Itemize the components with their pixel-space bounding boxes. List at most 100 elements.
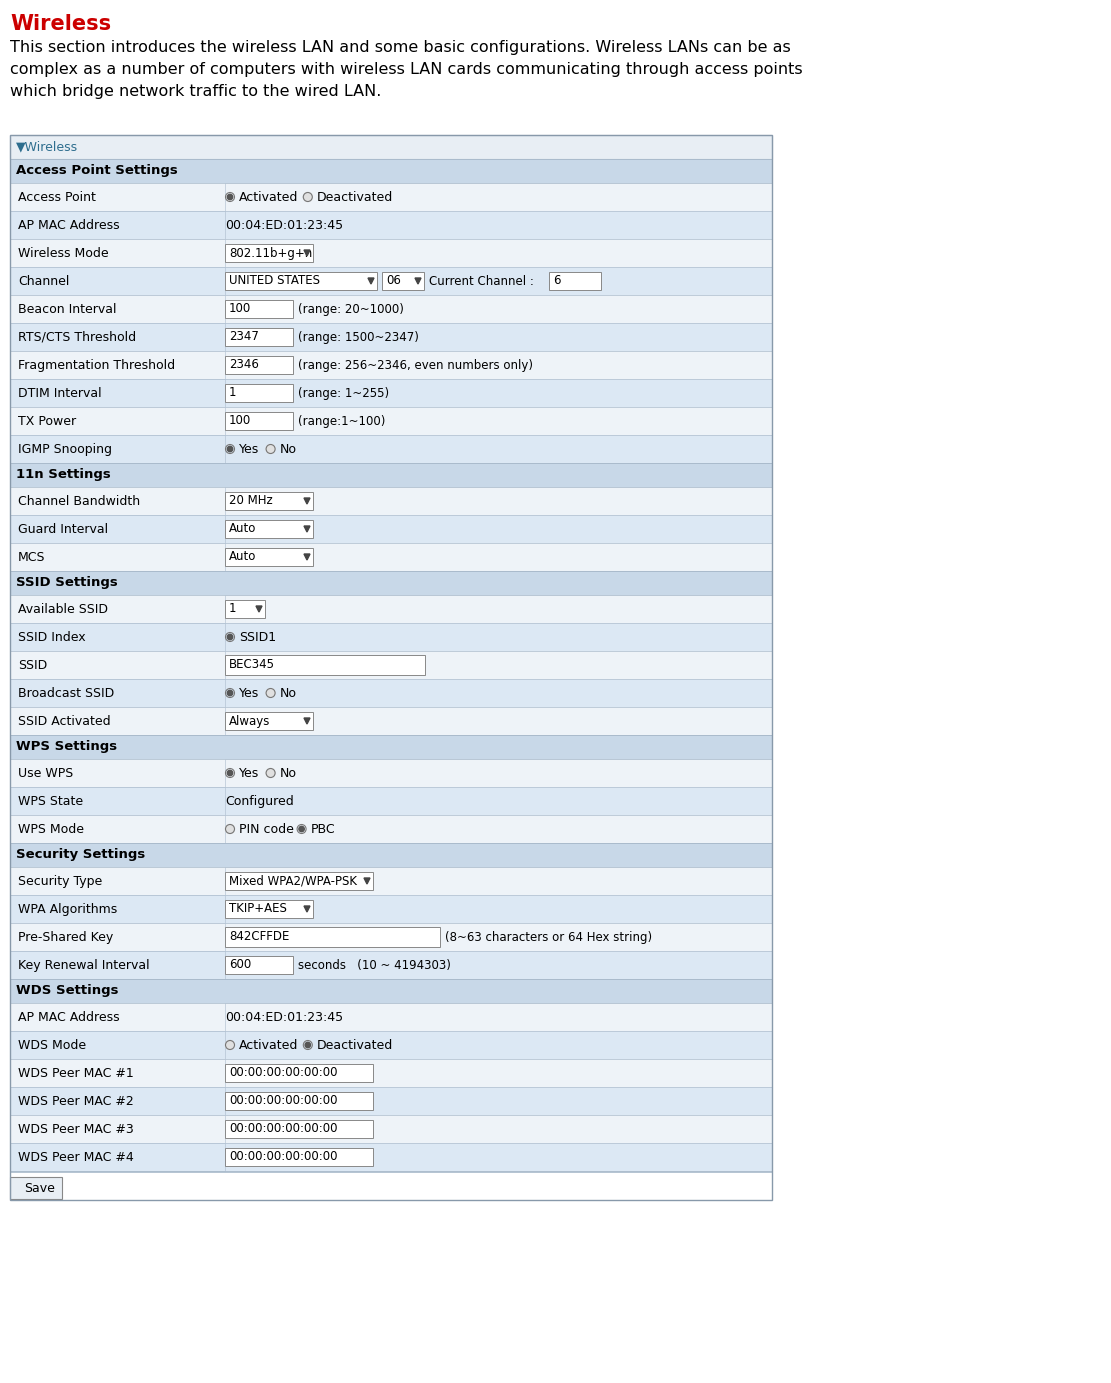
Bar bbox=[10, 651, 772, 679]
Bar bbox=[10, 212, 772, 239]
Bar bbox=[10, 351, 772, 379]
Bar bbox=[226, 956, 293, 974]
Text: WDS Peer MAC #2: WDS Peer MAC #2 bbox=[18, 1095, 133, 1108]
Text: 00:00:00:00:00:00: 00:00:00:00:00:00 bbox=[229, 1123, 338, 1135]
Text: Auto: Auto bbox=[229, 550, 257, 563]
Text: 06: 06 bbox=[386, 274, 401, 288]
Text: RTS/CTS Threshold: RTS/CTS Threshold bbox=[18, 331, 137, 344]
Circle shape bbox=[267, 444, 276, 454]
Bar bbox=[226, 1093, 373, 1111]
Bar bbox=[226, 927, 440, 947]
Polygon shape bbox=[364, 878, 370, 884]
Text: 20 MHz: 20 MHz bbox=[229, 495, 272, 508]
Bar bbox=[10, 1142, 226, 1171]
Text: (8~63 characters or 64 Hex string): (8~63 characters or 64 Hex string) bbox=[446, 931, 652, 945]
Bar bbox=[10, 787, 226, 815]
Text: Wireless Mode: Wireless Mode bbox=[18, 248, 109, 260]
Text: 100: 100 bbox=[229, 303, 251, 315]
Text: Deactivated: Deactivated bbox=[317, 191, 393, 205]
Text: Yes: Yes bbox=[239, 687, 259, 700]
Text: SSID1: SSID1 bbox=[239, 631, 277, 644]
Bar bbox=[10, 595, 772, 622]
Bar bbox=[10, 295, 772, 324]
Text: SSID Settings: SSID Settings bbox=[16, 575, 118, 589]
Bar bbox=[226, 900, 313, 918]
Bar bbox=[10, 895, 226, 922]
Circle shape bbox=[226, 824, 234, 834]
Bar bbox=[10, 787, 772, 815]
Bar bbox=[10, 815, 226, 844]
Bar bbox=[10, 463, 772, 487]
Bar bbox=[10, 622, 226, 651]
Bar bbox=[10, 183, 772, 212]
Text: WDS Peer MAC #4: WDS Peer MAC #4 bbox=[18, 1151, 133, 1164]
Text: Security Type: Security Type bbox=[18, 875, 102, 888]
Text: SSID Activated: SSID Activated bbox=[18, 715, 111, 727]
Text: SSID: SSID bbox=[18, 660, 48, 672]
Text: (range:1~100): (range:1~100) bbox=[298, 415, 386, 427]
Bar bbox=[10, 436, 226, 463]
Circle shape bbox=[228, 194, 232, 199]
Text: Yes: Yes bbox=[239, 768, 259, 780]
Bar bbox=[10, 1003, 226, 1030]
Text: complex as a number of computers with wireless LAN cards communicating through a: complex as a number of computers with wi… bbox=[10, 62, 802, 77]
Text: Mixed WPA2/WPA-PSK: Mixed WPA2/WPA-PSK bbox=[229, 874, 357, 888]
Bar bbox=[10, 707, 226, 734]
Bar bbox=[10, 1115, 772, 1142]
Bar bbox=[10, 544, 772, 571]
Bar bbox=[10, 239, 772, 267]
Text: which bridge network traffic to the wired LAN.: which bridge network traffic to the wire… bbox=[10, 84, 381, 100]
Circle shape bbox=[303, 192, 312, 202]
Text: No: No bbox=[280, 768, 297, 780]
Bar bbox=[10, 867, 226, 895]
Polygon shape bbox=[416, 278, 421, 284]
Text: Key Renewal Interval: Key Renewal Interval bbox=[18, 958, 150, 972]
Text: 2347: 2347 bbox=[229, 331, 259, 343]
Bar bbox=[10, 815, 772, 844]
Text: 1: 1 bbox=[229, 386, 237, 400]
Bar bbox=[10, 267, 226, 295]
Text: This section introduces the wireless LAN and some basic configurations. Wireless: This section introduces the wireless LAN… bbox=[10, 40, 791, 55]
Bar bbox=[10, 136, 772, 159]
Circle shape bbox=[267, 769, 276, 777]
Bar bbox=[10, 487, 772, 514]
Text: Activated: Activated bbox=[239, 191, 299, 205]
Bar bbox=[226, 656, 426, 675]
Text: Access Point: Access Point bbox=[18, 191, 96, 205]
Text: 1: 1 bbox=[229, 603, 237, 615]
Bar bbox=[10, 922, 772, 952]
Text: IGMP Snooping: IGMP Snooping bbox=[18, 443, 112, 456]
Polygon shape bbox=[304, 555, 310, 560]
Circle shape bbox=[228, 690, 232, 696]
Text: WPA Algorithms: WPA Algorithms bbox=[18, 903, 118, 916]
Bar bbox=[10, 514, 772, 544]
Bar bbox=[10, 436, 772, 463]
Bar bbox=[10, 514, 226, 544]
Bar bbox=[226, 355, 293, 373]
Bar bbox=[10, 295, 226, 324]
Text: WPS Settings: WPS Settings bbox=[16, 740, 117, 752]
Text: TX Power: TX Power bbox=[18, 415, 77, 427]
Text: (range: 1~255): (range: 1~255) bbox=[298, 387, 389, 400]
Text: Broadcast SSID: Broadcast SSID bbox=[18, 687, 114, 700]
Text: Pre-Shared Key: Pre-Shared Key bbox=[18, 931, 113, 945]
Bar bbox=[10, 239, 226, 267]
Bar bbox=[382, 272, 424, 290]
Text: 802.11b+g+n: 802.11b+g+n bbox=[229, 246, 312, 260]
Polygon shape bbox=[304, 250, 310, 256]
Text: PIN code: PIN code bbox=[239, 823, 294, 835]
Bar bbox=[226, 520, 313, 538]
Polygon shape bbox=[304, 718, 310, 723]
Text: 100: 100 bbox=[229, 415, 251, 427]
Bar bbox=[226, 492, 313, 510]
Bar bbox=[10, 183, 226, 212]
Circle shape bbox=[228, 447, 232, 452]
Text: No: No bbox=[280, 687, 297, 700]
Text: 00:00:00:00:00:00: 00:00:00:00:00:00 bbox=[229, 1151, 338, 1163]
Circle shape bbox=[226, 1040, 234, 1050]
Bar bbox=[10, 324, 772, 351]
Bar bbox=[10, 1087, 226, 1115]
Text: Always: Always bbox=[229, 715, 270, 727]
Text: Guard Interval: Guard Interval bbox=[18, 523, 108, 537]
Bar bbox=[10, 379, 226, 407]
